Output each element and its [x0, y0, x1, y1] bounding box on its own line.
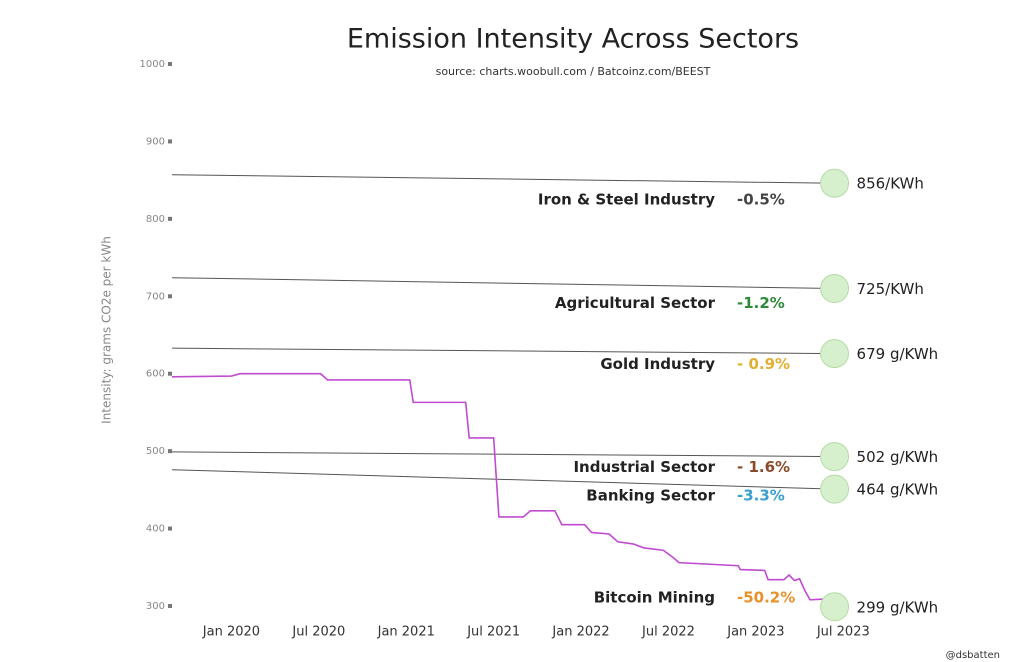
series-line — [171, 174, 835, 184]
y-tick-mark — [168, 449, 172, 454]
y-tick-label: 300 — [146, 601, 165, 612]
end-label: 679 g/KWh — [857, 345, 939, 363]
end-marker — [820, 339, 850, 369]
credit: @dsbatten — [946, 650, 1000, 661]
end-label: 856/KWh — [857, 175, 924, 193]
series-change: -0.5% — [737, 191, 785, 209]
x-tick-label: Jul 2022 — [641, 625, 695, 640]
x-tick-label: Jan 2022 — [551, 625, 609, 640]
x-tick-label: Jan 2020 — [202, 625, 260, 640]
series-line — [171, 451, 835, 458]
chart-subtitle: source: charts.woobull.com / Batcoinz.co… — [436, 65, 711, 78]
y-tick-mark — [168, 216, 172, 221]
y-tick-mark — [168, 139, 172, 144]
series-line — [171, 469, 835, 490]
series-change: - 0.9% — [737, 355, 790, 373]
end-label: 299 g/KWh — [857, 598, 939, 616]
y-tick-label: 500 — [146, 446, 165, 457]
x-tick-label: Jul 2021 — [466, 625, 520, 640]
y-tick-mark — [168, 371, 172, 376]
y-tick-label: 1000 — [140, 59, 165, 70]
series-name: Iron & Steel Industry — [538, 191, 715, 209]
end-label: 464 g/KWh — [857, 481, 939, 499]
y-tick-label: 800 — [146, 214, 165, 225]
series-name: Industrial Sector — [573, 458, 715, 476]
end-marker — [820, 474, 850, 504]
series-change: -3.3% — [737, 487, 785, 505]
end-marker — [820, 274, 850, 304]
y-tick-label: 900 — [146, 136, 165, 147]
x-tick-label: Jul 2020 — [291, 625, 345, 640]
y-tick-label: 700 — [146, 291, 165, 302]
series-line — [171, 277, 835, 290]
series-name: Gold Industry — [600, 355, 715, 373]
series-change: -1.2% — [737, 294, 785, 312]
series-change: -50.2% — [737, 588, 795, 606]
series-name: Agricultural Sector — [555, 294, 716, 312]
y-tick-mark — [168, 294, 172, 299]
y-tick-mark — [168, 604, 172, 608]
x-tick-label: Jan 2021 — [377, 625, 435, 640]
y-tick-mark — [168, 62, 172, 66]
y-tick-mark — [168, 526, 172, 531]
chart-title: Emission Intensity Across Sectors — [347, 24, 799, 55]
series-name: Bitcoin Mining — [594, 588, 715, 606]
series-line — [171, 347, 835, 355]
series-line — [171, 372, 836, 608]
series-change: - 1.6% — [737, 458, 790, 476]
x-tick-label: Jan 2023 — [726, 625, 784, 640]
y-tick-label: 600 — [146, 369, 165, 380]
end-label: 725/KWh — [857, 280, 924, 298]
y-tick-label: 400 — [146, 524, 165, 535]
end-marker — [820, 442, 850, 472]
y-axis-label: Intensity: grams CO2e per kWh — [100, 236, 114, 424]
end-marker — [820, 168, 850, 198]
series-name: Banking Sector — [586, 487, 715, 505]
end-marker — [820, 592, 850, 622]
x-tick-label: Jul 2023 — [816, 625, 870, 640]
end-label: 502 g/KWh — [857, 448, 939, 466]
